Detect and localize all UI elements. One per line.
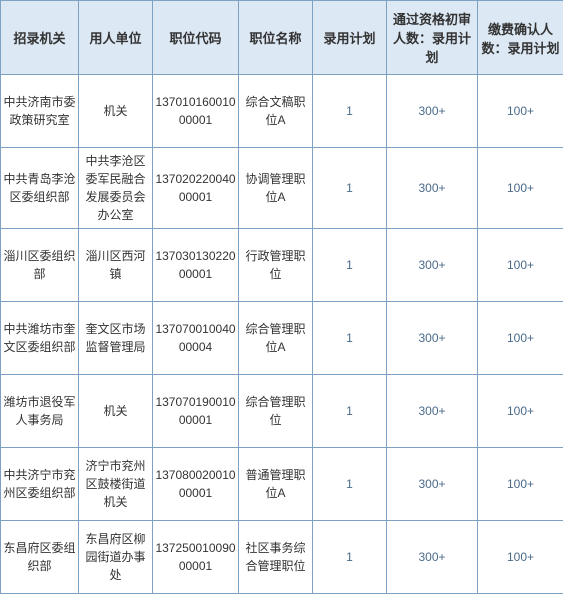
cell: 东昌府区柳园街道办事处 (79, 521, 153, 594)
cell: 13703013022000001 (153, 229, 239, 302)
header-position-name: 职位名称 (239, 1, 313, 75)
header-employer: 用人单位 (79, 1, 153, 75)
table-row: 潍坊市退役军人事务局机关13707019001000001综合管理职位1300+… (1, 375, 563, 448)
cell: 1 (313, 302, 387, 375)
cell: 300+ (387, 521, 478, 594)
cell: 机关 (79, 375, 153, 448)
cell: 淄川区委组织部 (1, 229, 79, 302)
table-row: 中共济宁市兖州区委组织部济宁市兖州区鼓楼街道机关1370800200100000… (1, 448, 563, 521)
cell: 13701016001000001 (153, 75, 239, 148)
cell: 300+ (387, 448, 478, 521)
cell: 济宁市兖州区鼓楼街道机关 (79, 448, 153, 521)
cell: 行政管理职位 (239, 229, 313, 302)
cell: 100+ (478, 521, 563, 594)
cell: 1 (313, 75, 387, 148)
cell: 300+ (387, 375, 478, 448)
header-qualified: 通过资格初审人数：录用计划 (387, 1, 478, 75)
header-position-code: 职位代码 (153, 1, 239, 75)
cell: 协调管理职位A (239, 148, 313, 229)
cell: 东昌府区委组织部 (1, 521, 79, 594)
cell: 100+ (478, 75, 563, 148)
cell: 13708002001000001 (153, 448, 239, 521)
cell: 100+ (478, 375, 563, 448)
cell: 100+ (478, 229, 563, 302)
cell: 中共潍坊市奎文区委组织部 (1, 302, 79, 375)
table-row: 中共青岛李沧区委组织部中共李沧区委军民融合发展委员会办公室13702022004… (1, 148, 563, 229)
cell: 13707001004000004 (153, 302, 239, 375)
header-plan: 录用计划 (313, 1, 387, 75)
cell: 100+ (478, 302, 563, 375)
header-org: 招录机关 (1, 1, 79, 75)
cell: 潍坊市退役军人事务局 (1, 375, 79, 448)
cell: 13707019001000001 (153, 375, 239, 448)
table-row: 中共济南市委政策研究室机关13701016001000001综合文稿职位A130… (1, 75, 563, 148)
cell: 中共济南市委政策研究室 (1, 75, 79, 148)
cell: 300+ (387, 148, 478, 229)
cell: 1 (313, 148, 387, 229)
cell: 综合文稿职位A (239, 75, 313, 148)
table-body: 中共济南市委政策研究室机关13701016001000001综合文稿职位A130… (1, 75, 563, 594)
cell: 机关 (79, 75, 153, 148)
cell: 300+ (387, 302, 478, 375)
cell: 淄川区西河镇 (79, 229, 153, 302)
cell: 普通管理职位A (239, 448, 313, 521)
cell: 中共济宁市兖州区委组织部 (1, 448, 79, 521)
cell: 1 (313, 521, 387, 594)
cell: 中共青岛李沧区委组织部 (1, 148, 79, 229)
table-row: 东昌府区委组织部东昌府区柳园街道办事处13725001009000001社区事务… (1, 521, 563, 594)
cell: 100+ (478, 448, 563, 521)
table-header-row: 招录机关 用人单位 职位代码 职位名称 录用计划 通过资格初审人数：录用计划 缴… (1, 1, 563, 75)
table-row: 中共潍坊市奎文区委组织部奎文区市场监督管理局13707001004000004综… (1, 302, 563, 375)
cell: 1 (313, 375, 387, 448)
cell: 13702022004000001 (153, 148, 239, 229)
cell: 综合管理职位A (239, 302, 313, 375)
cell: 社区事务综合管理职位 (239, 521, 313, 594)
header-paid: 缴费确认人数：录用计划 (478, 1, 563, 75)
cell: 奎文区市场监督管理局 (79, 302, 153, 375)
cell: 300+ (387, 229, 478, 302)
cell: 1 (313, 448, 387, 521)
recruitment-table: 招录机关 用人单位 职位代码 职位名称 录用计划 通过资格初审人数：录用计划 缴… (0, 0, 563, 594)
cell: 13725001009000001 (153, 521, 239, 594)
cell: 300+ (387, 75, 478, 148)
cell: 100+ (478, 148, 563, 229)
cell: 综合管理职位 (239, 375, 313, 448)
cell: 1 (313, 229, 387, 302)
table-row: 淄川区委组织部淄川区西河镇13703013022000001行政管理职位1300… (1, 229, 563, 302)
cell: 中共李沧区委军民融合发展委员会办公室 (79, 148, 153, 229)
